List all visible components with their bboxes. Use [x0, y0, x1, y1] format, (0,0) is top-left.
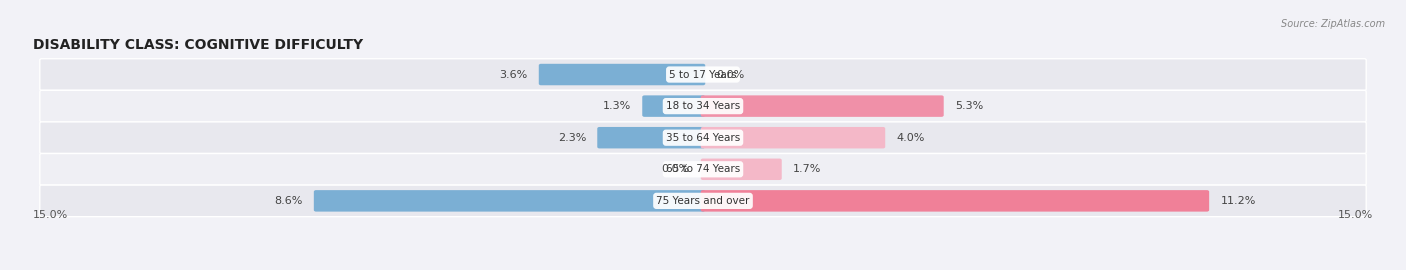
- Text: 1.7%: 1.7%: [793, 164, 821, 174]
- Text: 1.3%: 1.3%: [603, 101, 631, 111]
- Text: 0.0%: 0.0%: [661, 164, 689, 174]
- Text: 65 to 74 Years: 65 to 74 Years: [666, 164, 740, 174]
- FancyBboxPatch shape: [314, 190, 706, 212]
- Text: 75 Years and over: 75 Years and over: [657, 196, 749, 206]
- FancyBboxPatch shape: [39, 59, 1367, 90]
- Text: DISABILITY CLASS: COGNITIVE DIFFICULTY: DISABILITY CLASS: COGNITIVE DIFFICULTY: [32, 38, 363, 52]
- Text: 3.6%: 3.6%: [499, 70, 527, 80]
- FancyBboxPatch shape: [39, 153, 1367, 185]
- Text: 11.2%: 11.2%: [1220, 196, 1256, 206]
- Text: 5 to 17 Years: 5 to 17 Years: [669, 70, 737, 80]
- FancyBboxPatch shape: [700, 190, 1209, 212]
- FancyBboxPatch shape: [39, 185, 1367, 217]
- FancyBboxPatch shape: [700, 95, 943, 117]
- Text: 2.3%: 2.3%: [558, 133, 586, 143]
- Text: 35 to 64 Years: 35 to 64 Years: [666, 133, 740, 143]
- FancyBboxPatch shape: [39, 122, 1367, 153]
- Text: 5.3%: 5.3%: [955, 101, 983, 111]
- Text: Source: ZipAtlas.com: Source: ZipAtlas.com: [1281, 19, 1385, 29]
- FancyBboxPatch shape: [700, 127, 886, 148]
- Text: 15.0%: 15.0%: [1339, 210, 1374, 220]
- Legend: Male, Female: Male, Female: [647, 267, 759, 270]
- Text: 0.0%: 0.0%: [717, 70, 745, 80]
- FancyBboxPatch shape: [39, 90, 1367, 122]
- Text: 8.6%: 8.6%: [274, 196, 302, 206]
- FancyBboxPatch shape: [643, 95, 706, 117]
- Text: 18 to 34 Years: 18 to 34 Years: [666, 101, 740, 111]
- Text: 15.0%: 15.0%: [32, 210, 67, 220]
- Text: 4.0%: 4.0%: [897, 133, 925, 143]
- FancyBboxPatch shape: [598, 127, 706, 148]
- FancyBboxPatch shape: [538, 64, 706, 85]
- FancyBboxPatch shape: [700, 158, 782, 180]
